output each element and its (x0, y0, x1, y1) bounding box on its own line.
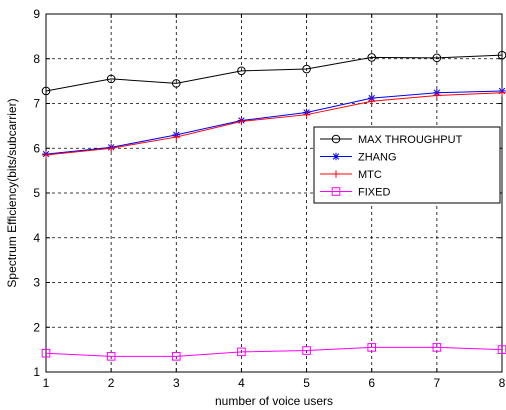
series-group (41, 343, 506, 361)
y-tick-label: 1 (33, 365, 40, 379)
legend-entry: FIXED (320, 187, 390, 199)
x-axis-label: number of voice users (215, 394, 333, 408)
y-tick-label: 6 (33, 141, 40, 155)
data-point (171, 79, 181, 88)
x-tick-label: 4 (238, 376, 245, 390)
data-point (302, 64, 311, 74)
series-line (45, 90, 503, 155)
y-tick-label: 3 (33, 276, 40, 290)
data-point (42, 151, 50, 159)
data-point (302, 346, 311, 355)
series-lines (41, 50, 506, 361)
data-point (106, 352, 116, 361)
legend-entry: ZHANG (320, 152, 397, 164)
legend-marker (331, 134, 341, 144)
legend-label: FIXED (358, 187, 390, 199)
data-point (171, 352, 181, 361)
legend: MAX THROUGHPUT ZHANG MTC FIXED (313, 126, 501, 204)
data-point (237, 347, 246, 357)
data-point (41, 348, 51, 358)
data-point (172, 133, 181, 141)
data-point (41, 86, 51, 96)
marker-stroke (332, 153, 340, 160)
data-point (367, 53, 377, 62)
series-line (45, 54, 503, 92)
y-tick-label: 2 (33, 320, 40, 334)
y-tick-label: 5 (33, 186, 40, 200)
data-point (498, 88, 506, 97)
y-tick-label: 7 (33, 97, 40, 111)
y-tick-label: 8 (33, 52, 40, 66)
legend-entry: MAX THROUGHPUT (320, 134, 463, 146)
x-tick-label: 8 (499, 376, 506, 390)
x-tick-label: 3 (173, 376, 180, 390)
data-point (237, 117, 246, 126)
legend-marker (332, 170, 340, 178)
data-point (367, 97, 376, 106)
series-group (42, 88, 506, 159)
data-point (237, 66, 246, 76)
data-point (367, 343, 377, 352)
x-tick-label: 2 (108, 376, 115, 390)
y-tick-label: 9 (33, 7, 40, 21)
x-tick-label: 7 (434, 376, 441, 390)
x-tick-label: 1 (43, 376, 50, 390)
series-line (45, 92, 503, 156)
y-tick-label: 4 (33, 231, 40, 245)
plot-frame (45, 13, 503, 373)
data-point (107, 144, 115, 153)
legend-label: MAX THROUGHPUT (358, 134, 463, 146)
y-axis-label: Spectrum Efficiency(bits/subcarrier) (5, 98, 19, 287)
data-point (106, 74, 116, 84)
data-point (302, 110, 311, 119)
legend-entry: MTC (320, 169, 382, 181)
x-tick-label: 5 (303, 376, 310, 390)
data-point (432, 343, 442, 352)
series-line (45, 346, 503, 357)
legend-label: MTC (358, 169, 382, 181)
data-point (433, 91, 441, 100)
axes: 1 2 3 4 5 6 7 8 1 2 3 4 5 6 7 8 9 (33, 7, 505, 390)
legend-marker (332, 152, 340, 161)
legend-marker (331, 187, 341, 196)
legend-label: ZHANG (358, 152, 397, 164)
data-point (432, 53, 442, 63)
x-tick-label: 6 (368, 376, 375, 390)
legend-box (313, 126, 501, 204)
